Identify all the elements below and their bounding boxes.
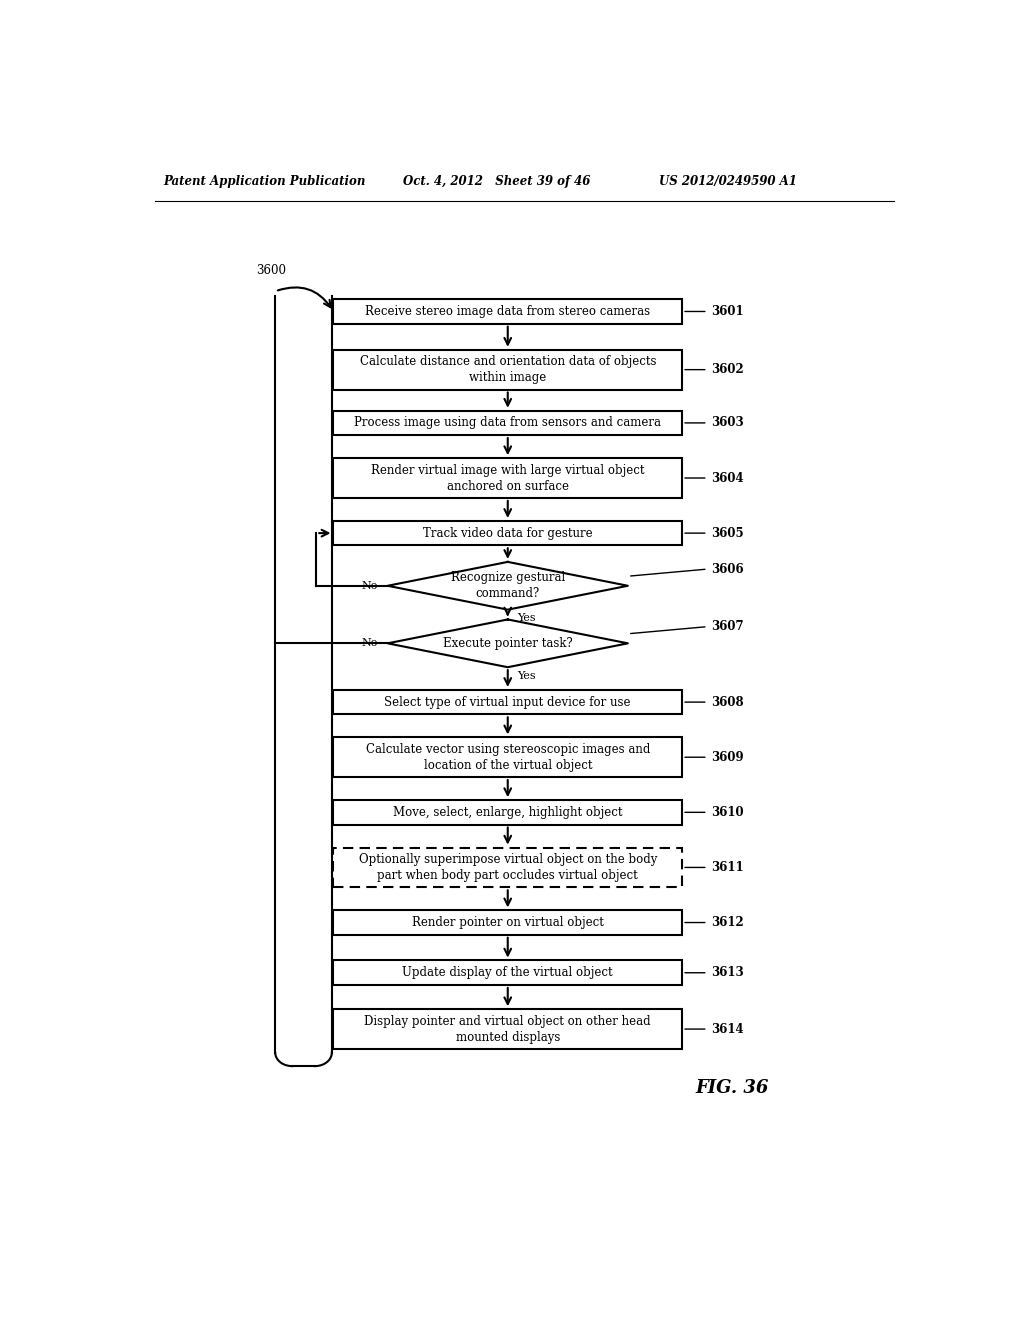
- Bar: [334, 411, 682, 436]
- Text: 3604: 3604: [712, 471, 744, 484]
- Text: 3611: 3611: [712, 861, 744, 874]
- Polygon shape: [388, 619, 628, 667]
- Bar: [334, 300, 682, 323]
- Text: Yes: Yes: [517, 614, 536, 623]
- Polygon shape: [388, 562, 628, 610]
- Text: 3610: 3610: [712, 805, 744, 818]
- Text: 3613: 3613: [712, 966, 744, 979]
- Text: Oct. 4, 2012   Sheet 39 of 46: Oct. 4, 2012 Sheet 39 of 46: [403, 176, 591, 189]
- Text: Yes: Yes: [517, 671, 536, 681]
- Text: 3601: 3601: [712, 305, 744, 318]
- Text: Process image using data from sensors and camera: Process image using data from sensors an…: [354, 416, 662, 429]
- Text: Optionally superimpose virtual object on the body
part when body part occludes v: Optionally superimpose virtual object on…: [358, 853, 657, 882]
- Text: 3614: 3614: [712, 1023, 744, 1036]
- Bar: [334, 458, 682, 498]
- Text: Select type of virtual input device for use: Select type of virtual input device for …: [384, 696, 631, 709]
- Bar: [334, 800, 682, 825]
- Text: Patent Application Publication: Patent Application Publication: [163, 176, 366, 189]
- Bar: [334, 961, 682, 985]
- Text: Receive stereo image data from stereo cameras: Receive stereo image data from stereo ca…: [366, 305, 650, 318]
- Text: No: No: [361, 581, 378, 591]
- Text: 3612: 3612: [712, 916, 744, 929]
- Text: Execute pointer task?: Execute pointer task?: [442, 636, 572, 649]
- Text: Update display of the virtual object: Update display of the virtual object: [402, 966, 613, 979]
- Text: FIG. 36: FIG. 36: [696, 1078, 769, 1097]
- Bar: [334, 690, 682, 714]
- Text: No: No: [361, 639, 378, 648]
- Text: Render pointer on virtual object: Render pointer on virtual object: [412, 916, 604, 929]
- Bar: [334, 911, 682, 935]
- Bar: [334, 847, 682, 887]
- Text: Display pointer and virtual object on other head
mounted displays: Display pointer and virtual object on ot…: [365, 1015, 651, 1044]
- Bar: [334, 350, 682, 389]
- Text: Track video data for gesture: Track video data for gesture: [423, 527, 593, 540]
- Text: 3608: 3608: [712, 696, 744, 709]
- Text: Calculate distance and orientation data of objects
within image: Calculate distance and orientation data …: [359, 355, 656, 384]
- Text: Calculate vector using stereoscopic images and
location of the virtual object: Calculate vector using stereoscopic imag…: [366, 743, 650, 772]
- Text: 3602: 3602: [712, 363, 744, 376]
- Text: 3605: 3605: [712, 527, 744, 540]
- Bar: [334, 521, 682, 545]
- Text: Render virtual image with large virtual object
anchored on surface: Render virtual image with large virtual …: [371, 463, 644, 492]
- Text: Recognize gestural
command?: Recognize gestural command?: [451, 572, 565, 601]
- Text: 3609: 3609: [712, 751, 744, 764]
- Text: 3606: 3606: [712, 562, 744, 576]
- Bar: [334, 1010, 682, 1049]
- Text: 3607: 3607: [712, 620, 744, 634]
- Text: US 2012/0249590 A1: US 2012/0249590 A1: [658, 176, 797, 189]
- Text: 3600: 3600: [256, 264, 287, 277]
- Text: 3603: 3603: [712, 416, 744, 429]
- Text: Move, select, enlarge, highlight object: Move, select, enlarge, highlight object: [393, 805, 623, 818]
- Bar: [334, 738, 682, 777]
